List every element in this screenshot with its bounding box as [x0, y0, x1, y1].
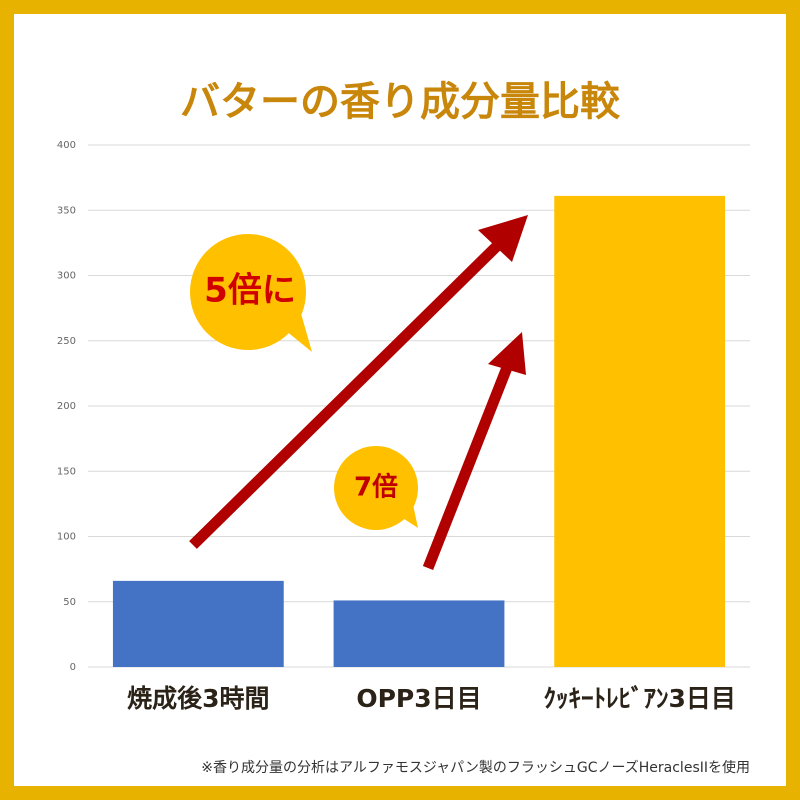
bar: [333, 600, 505, 667]
y-tick-label: 50: [63, 597, 76, 608]
y-tick-label: 100: [57, 532, 76, 543]
decoration: 5倍に 7倍: [189, 215, 528, 571]
bubble: [190, 234, 306, 350]
y-tick-label: 250: [57, 336, 76, 347]
y-tick-label: 350: [57, 205, 76, 216]
bubble: [334, 446, 418, 530]
y-tick-label: 300: [57, 271, 76, 282]
x-tick-label: 焼成後3時間: [127, 684, 269, 713]
arrow: [422, 362, 514, 571]
y-tick-label: 400: [57, 140, 76, 151]
arrow-head: [488, 332, 526, 375]
y-tick-label: 0: [70, 662, 76, 673]
arrow: [189, 239, 504, 549]
bubble-tail: [398, 500, 418, 528]
y-tick-label: 150: [57, 466, 76, 477]
footnote: ※香り成分量の分析はアルファモスジャパン製のフラッシュGCノーズHeracles…: [201, 759, 750, 776]
annotation: 7倍: [354, 472, 398, 503]
bar: [554, 195, 726, 667]
chart-title: バターの香り成分量比較: [180, 79, 621, 125]
annotation: 5倍に: [204, 271, 296, 311]
bubble-tail: [285, 310, 312, 352]
y-tick-label: 200: [57, 401, 76, 412]
bar: [112, 580, 284, 667]
x-tick-label: ｸｯｷｰﾄﾚﾋﾞｱﾝ3日目: [543, 684, 735, 713]
arrow-head: [478, 215, 528, 262]
plot: 0 50 100 150 200 250 300 350 400 焼成後3時間 OPP3日目 ｸｯｷｰ…: [57, 140, 750, 713]
x-tick-label: OPP3日目: [356, 684, 481, 713]
